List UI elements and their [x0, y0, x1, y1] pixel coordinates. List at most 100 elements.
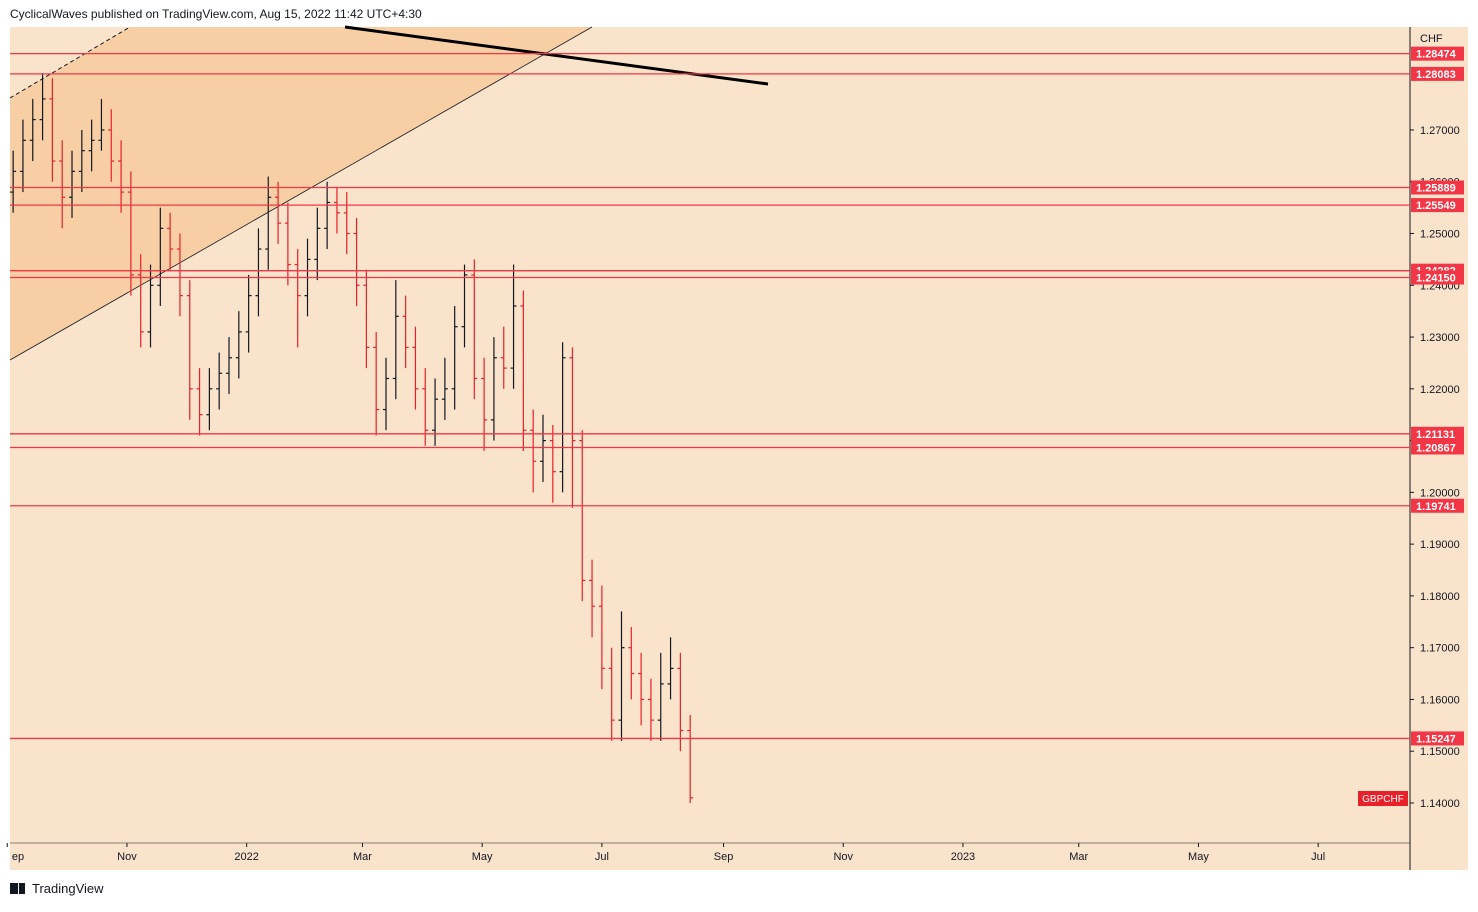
- level-tag: [1411, 731, 1464, 746]
- ohlc-bar: [687, 714, 694, 803]
- ohlc-bar: [392, 280, 399, 400]
- x-tick-label: 2022: [234, 851, 258, 863]
- level-label: 1.25889: [1416, 182, 1456, 194]
- ohlc-bar: [353, 217, 360, 306]
- ohlc-bar: [216, 352, 223, 410]
- ohlc-bar: [520, 290, 527, 451]
- ohlc-bar: [118, 140, 125, 213]
- level-label: 1.28474: [1416, 49, 1457, 61]
- ohlc-bar: [108, 109, 115, 182]
- ohlc-bar: [314, 207, 321, 281]
- ohlc-bar: [589, 559, 596, 638]
- ohlc-bar: [422, 368, 429, 446]
- y-tick-label: 1.25000: [1420, 229, 1460, 241]
- ohlc-bar: [167, 212, 174, 270]
- ohlc-bar: [638, 652, 645, 726]
- y-tick-label: 1.20000: [1420, 487, 1460, 499]
- ohlc-bar: [196, 368, 203, 436]
- level-label: 1.25549: [1416, 200, 1456, 212]
- x-tick-label: Mar: [353, 851, 372, 863]
- level-tag: [1411, 198, 1464, 213]
- symbol-tag: [1358, 791, 1408, 806]
- ohlc-bar: [69, 150, 76, 218]
- ohlc-bar: [402, 295, 409, 369]
- ohlc-bar: [549, 425, 556, 503]
- ohlc-bar: [255, 228, 262, 317]
- x-tick-label: ep: [12, 851, 24, 863]
- y-tick-label: 1.18000: [1420, 591, 1460, 603]
- y-tick-label: 1.19000: [1420, 539, 1460, 551]
- level-label: 1.28083: [1416, 69, 1456, 81]
- ohlc-bar: [324, 181, 331, 250]
- ohlc-bar: [206, 368, 213, 431]
- y-tick-label: 1.16000: [1420, 694, 1460, 706]
- symbol-label: GBPCHF: [1362, 794, 1404, 805]
- level-tag: [1411, 46, 1464, 61]
- ohlc-bar: [333, 186, 340, 234]
- y-tick-label: 1.22000: [1420, 384, 1460, 396]
- ohlc-bar: [667, 637, 674, 700]
- x-tick-label: Jul: [595, 851, 609, 863]
- header: CyclicalWaves published on TradingView.c…: [10, 7, 422, 21]
- ohlc-bar: [147, 264, 154, 348]
- time-axis-background: [10, 843, 1410, 870]
- level-label: 1.19741: [1416, 501, 1456, 513]
- level-tag: [1411, 426, 1464, 441]
- x-tick-label: May: [472, 851, 493, 863]
- ohlc-bar: [441, 357, 448, 420]
- x-tick-label: Nov: [833, 851, 853, 863]
- footer: TradingView: [32, 881, 104, 896]
- channel-lower: [9, 26, 593, 361]
- ohlc-bar: [569, 347, 576, 508]
- y-tick-label: 1.17000: [1420, 643, 1460, 655]
- ohlc-bar: [186, 280, 193, 420]
- ohlc-bar: [451, 305, 458, 410]
- ohlc-bar: [579, 430, 586, 602]
- y-tick-label: 1.27000: [1420, 125, 1460, 137]
- ohlc-bar: [628, 626, 635, 700]
- x-tick-label: Jul: [1311, 851, 1325, 863]
- ohlc-bar: [245, 274, 252, 353]
- x-tick-label: 2023: [951, 851, 975, 863]
- ohlc-bar: [481, 357, 488, 451]
- level-label: 1.24150: [1416, 273, 1456, 285]
- x-tick-label: Mar: [1069, 851, 1088, 863]
- ohlc-bar: [98, 98, 105, 151]
- ohlc-bar: [265, 176, 272, 270]
- ohlc-bar: [235, 311, 242, 379]
- level-tag: [1411, 270, 1464, 285]
- ohlc-bar: [157, 207, 164, 306]
- ohlc-bar: [176, 233, 183, 317]
- ohlc-bar: [412, 326, 419, 410]
- ohlc-bar: [461, 264, 468, 348]
- ohlc-bar: [226, 337, 233, 394]
- ohlc-bar: [383, 357, 390, 431]
- ohlc-bar: [49, 78, 56, 182]
- ohlc-bar: [294, 249, 301, 348]
- ohlc-bar: [59, 140, 66, 229]
- ohlc-bar: [490, 337, 497, 441]
- ohlc-bar: [500, 326, 507, 389]
- logo: [10, 883, 25, 894]
- level-tag: [1411, 440, 1464, 455]
- ohlc-bar: [29, 98, 36, 162]
- level-tag: [1411, 66, 1464, 81]
- ohlc-bar: [127, 171, 134, 296]
- level-tag: [1411, 498, 1464, 513]
- ohlc-bar: [539, 414, 546, 483]
- ohlc-bar: [88, 119, 95, 172]
- x-tick-label: May: [1188, 851, 1209, 863]
- ohlc-bar: [471, 259, 478, 400]
- level-label: 1.15247: [1416, 733, 1456, 745]
- ohlc-bar: [432, 378, 439, 446]
- ohlc-bar: [39, 73, 46, 141]
- ohlc-bar: [284, 202, 291, 286]
- ohlc-bar: [137, 254, 144, 348]
- ohlc-bar: [598, 585, 605, 690]
- ohlc-bar: [19, 119, 26, 193]
- ohlc-bar: [647, 678, 654, 741]
- currency: CHF: [1420, 33, 1443, 45]
- ohlc-bar: [677, 652, 684, 752]
